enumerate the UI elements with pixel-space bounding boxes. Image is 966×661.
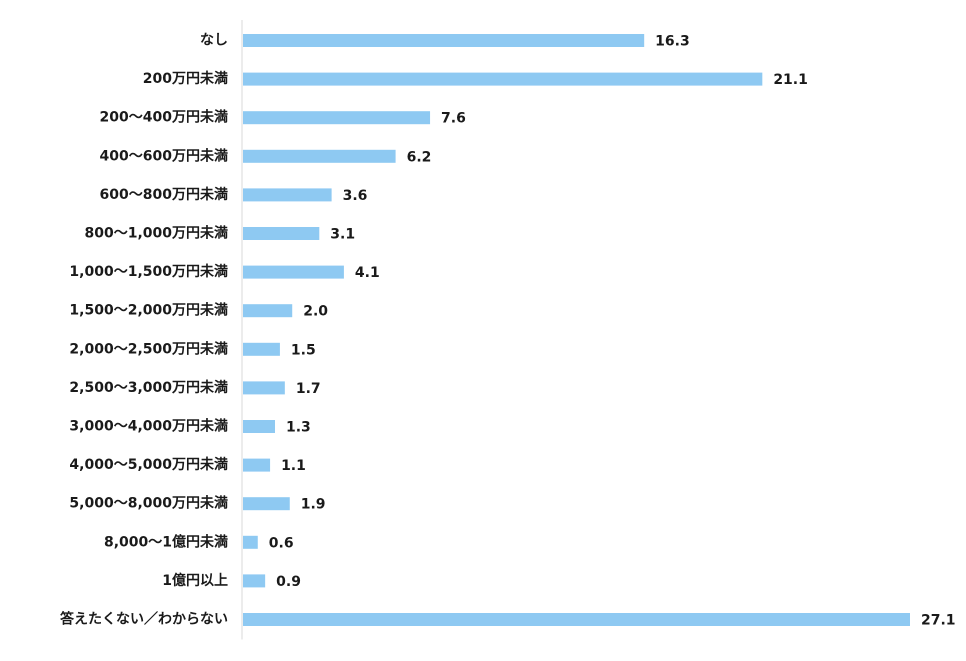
category-label: 600～800万円未満 — [100, 186, 228, 203]
value-label: 1.5 — [291, 342, 316, 358]
category-label: 200～400万円未満 — [100, 109, 228, 126]
bar — [243, 535, 258, 549]
value-label: 1.7 — [296, 381, 321, 397]
category-label: 3,000～4,000万円未満 — [69, 418, 228, 435]
value-label: 7.6 — [441, 111, 466, 127]
category-label: 1,000～1,500万円未満 — [69, 263, 228, 280]
value-label: 21.1 — [773, 72, 808, 88]
category-label: 5,000～8,000万円未満 — [69, 495, 228, 512]
value-label: 6.2 — [407, 149, 432, 165]
value-label: 16.3 — [655, 34, 690, 50]
bar — [243, 111, 431, 125]
value-label: 1.1 — [281, 458, 306, 474]
value-label: 0.9 — [276, 574, 301, 590]
category-label: 4,000～5,000万円未満 — [69, 456, 228, 473]
bar — [243, 304, 293, 318]
bar — [243, 34, 645, 47]
bar — [243, 149, 396, 163]
value-label: 0.6 — [269, 535, 294, 551]
category-label: 答えたくない／わからない — [60, 611, 228, 628]
bar — [243, 420, 275, 433]
category-label: 200万円未満 — [143, 70, 228, 87]
bar — [243, 342, 280, 356]
bar — [243, 458, 271, 472]
value-label: 1.3 — [286, 420, 311, 436]
bar — [243, 188, 332, 202]
bars-group — [243, 34, 910, 626]
bar — [243, 72, 763, 86]
bar — [243, 381, 285, 395]
value-label: 2.0 — [303, 304, 328, 320]
bar — [243, 574, 266, 588]
category-label: 2,500～3,000万円未満 — [69, 379, 228, 396]
value-label: 3.6 — [343, 188, 368, 204]
category-labels-group: なし 200万円未満 200～400万円未満 400～600万円未満 600～800万円… — [60, 33, 228, 628]
bar — [243, 227, 320, 240]
bar — [243, 613, 910, 626]
category-label: 1億円以上 — [162, 572, 228, 589]
category-label: 1,500～2,000万円未満 — [69, 302, 228, 319]
category-label: 2,000～2,500万円未満 — [69, 340, 228, 357]
value-label: 4.1 — [355, 265, 380, 281]
category-label: なし — [200, 33, 228, 49]
value-label: 1.9 — [301, 497, 326, 513]
value-label: 27.1 — [921, 613, 956, 629]
bar — [243, 265, 344, 279]
value-labels-group: 16.3 21.1 7.6 6.2 3.6 3.1 4.1 2.0 1.5 1.7 1.3 1.1 1.… — [269, 34, 956, 629]
category-label: 400～600万円未満 — [100, 147, 228, 164]
bar — [243, 497, 290, 511]
category-label: 800～1,000万円未満 — [84, 225, 228, 242]
category-label: 8,000～1億円未満 — [104, 533, 228, 550]
value-label: 3.1 — [330, 227, 355, 243]
